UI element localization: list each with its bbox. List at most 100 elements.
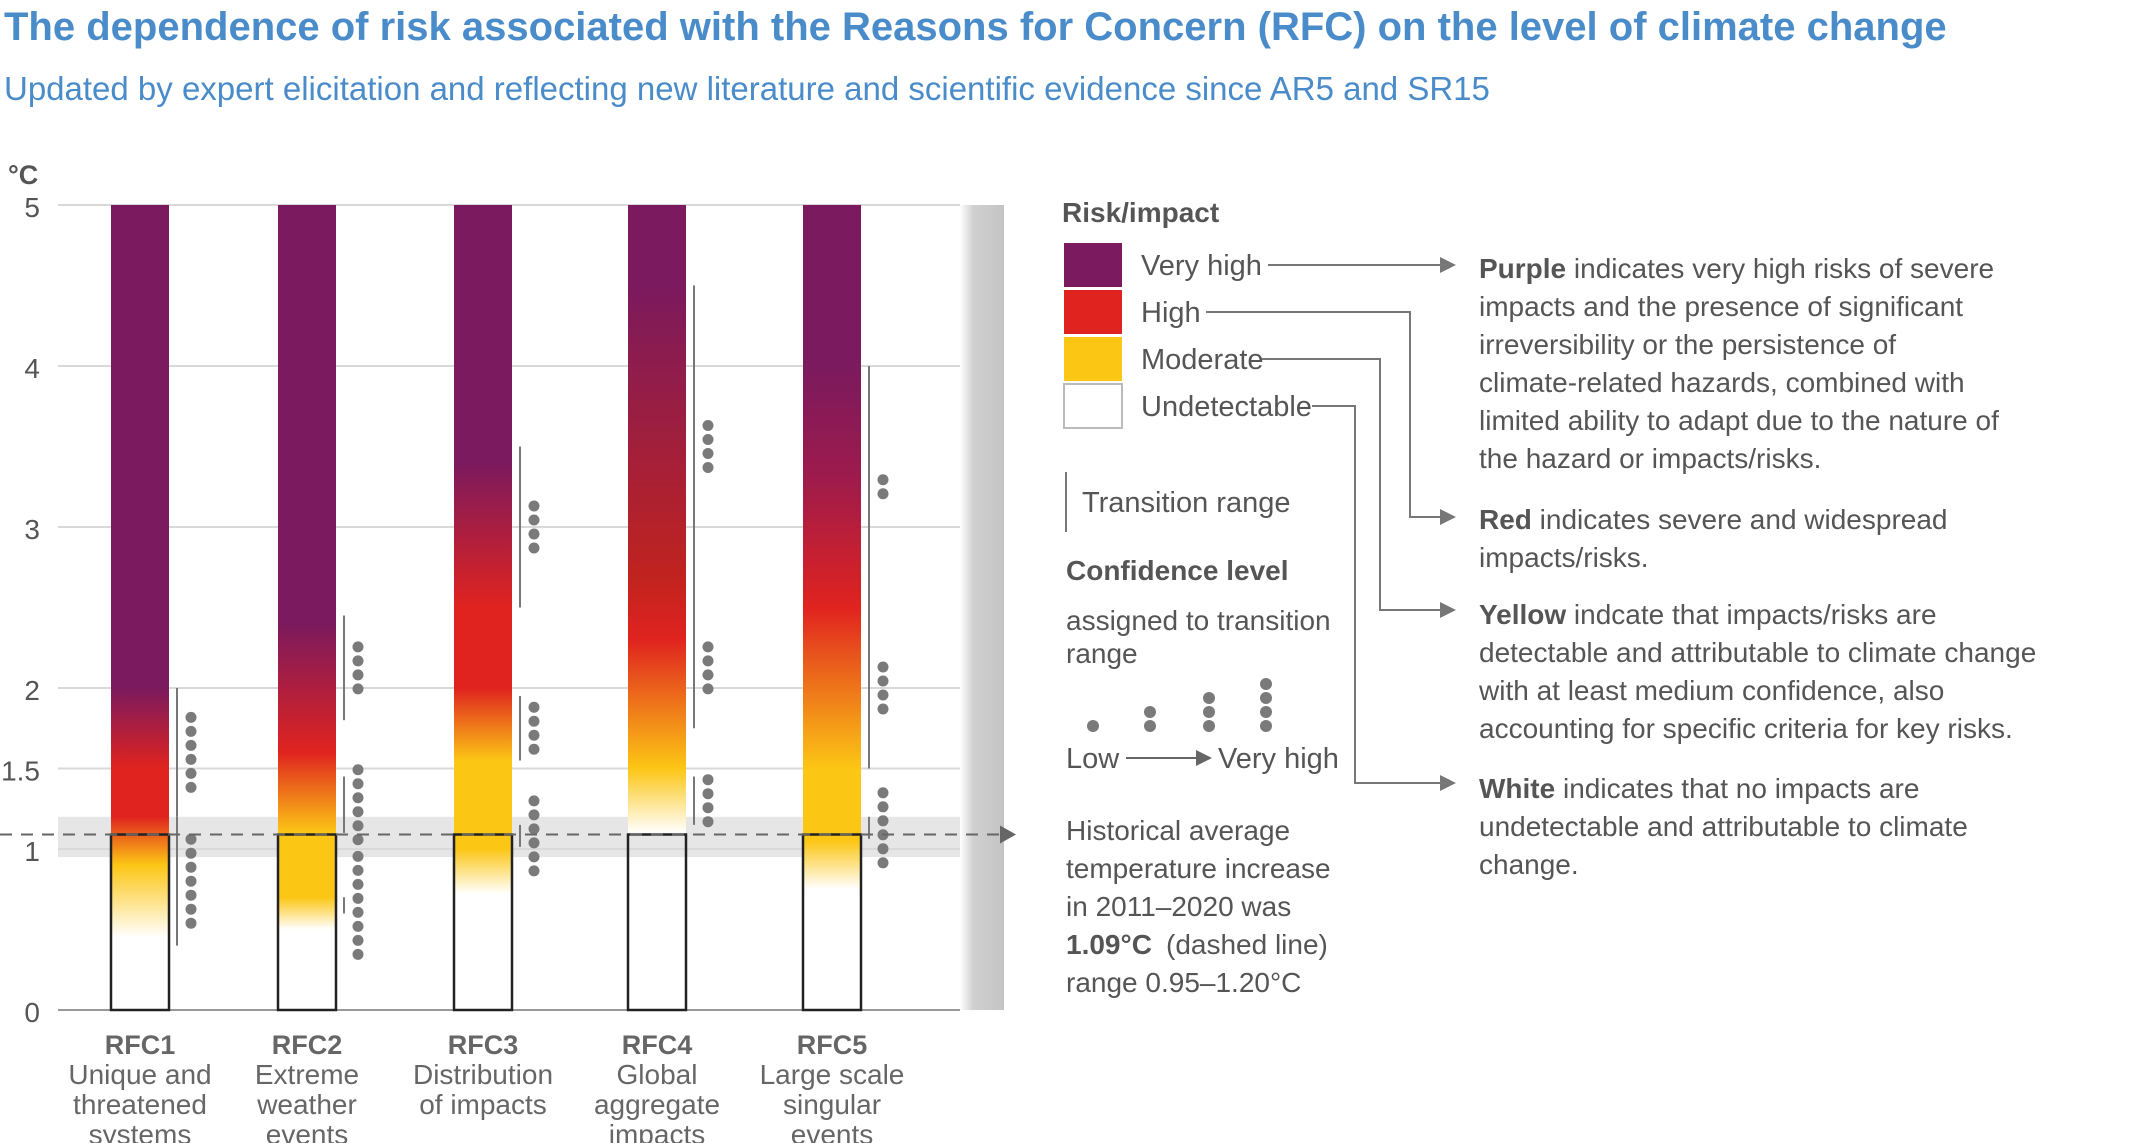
y-tick-label: 2	[24, 675, 40, 706]
confidence-dot	[185, 875, 197, 887]
confidence-sample-dot	[1087, 720, 1099, 732]
plot-edge-shadow	[960, 205, 1004, 1010]
rfc-description: weather	[256, 1089, 357, 1120]
rfc-description: Unique and	[68, 1059, 211, 1090]
legend-historical-text: in 2011–2020 was	[1066, 891, 1291, 922]
rfc-label: RFC4	[622, 1030, 693, 1060]
legend-level-label: Very high	[1141, 250, 1262, 282]
rfc-label: RFC1	[105, 1030, 176, 1060]
legend-level-label: High	[1141, 297, 1201, 329]
confidence-dot	[528, 795, 540, 807]
confidence-dot	[185, 753, 197, 765]
confidence-dot	[877, 488, 889, 500]
legend-swatch	[1063, 383, 1123, 429]
rfc-bar	[628, 205, 686, 833]
confidence-dot	[352, 834, 364, 846]
rfc-description: singular	[783, 1089, 881, 1120]
confidence-dot	[185, 725, 197, 737]
risk-description-text: indicates severe and widespread	[1532, 504, 1948, 535]
confidence-dot	[352, 764, 364, 776]
rfc-description: Extreme	[255, 1059, 359, 1090]
confidence-dot	[528, 514, 540, 526]
risk-description-line: with at least medium confidence, also	[1478, 675, 1944, 706]
confidence-sample-dot	[1144, 706, 1156, 718]
confidence-dot	[352, 792, 364, 804]
risk-description-text: indcate that impacts/risks are	[1566, 599, 1936, 630]
risk-description-line: climate-related hazards, combined with	[1479, 367, 1965, 398]
confidence-dot	[528, 701, 540, 713]
legend-confidence-sub: assigned to transition	[1066, 605, 1331, 636]
confidence-dot	[528, 715, 540, 727]
confidence-dot	[877, 815, 889, 827]
confidence-sample-dot	[1260, 678, 1272, 690]
confidence-dot	[702, 434, 714, 445]
legend-confidence-title: Confidence level	[1066, 555, 1289, 586]
chart-title: The dependence of risk associated with t…	[4, 5, 1947, 49]
confidence-dot	[528, 500, 540, 512]
confidence-dot	[877, 675, 889, 687]
confidence-dot	[185, 711, 197, 723]
legend-historical-text: Historical average	[1066, 815, 1290, 846]
confidence-dot	[185, 781, 197, 793]
risk-description-line: change.	[1479, 849, 1579, 880]
confidence-dot	[185, 847, 197, 859]
legend-arrow-head	[1440, 775, 1456, 791]
confidence-dot	[352, 934, 364, 946]
confidence-dot	[352, 669, 364, 681]
legend-connector	[1312, 405, 1440, 784]
confidence-dot	[185, 739, 197, 751]
rfc-bar-baseline-box	[109, 833, 171, 1012]
confidence-sample-dot	[1203, 692, 1215, 704]
legend-title: Risk/impact	[1062, 197, 1219, 228]
confidence-dot	[877, 474, 889, 486]
legend-historical-text: temperature increase	[1066, 853, 1331, 884]
legend-swatch	[1064, 243, 1122, 287]
confidence-dot	[877, 703, 889, 715]
legend-confidence-sub: range	[1066, 638, 1138, 669]
rfc-label: RFC5	[797, 1030, 868, 1060]
confidence-dot	[352, 878, 364, 890]
rfc-label: RFC3	[448, 1030, 519, 1060]
confidence-dot	[702, 669, 714, 681]
rfc-description: aggregate	[594, 1089, 720, 1120]
confidence-dot	[352, 906, 364, 918]
legend-historical-range: range 0.95–1.20°C	[1066, 967, 1301, 998]
risk-description-line: detectable and attributable to climate c…	[1479, 637, 2036, 668]
confidence-dot	[877, 857, 889, 869]
rfc-description: Large scale	[760, 1059, 905, 1090]
confidence-dot	[528, 743, 540, 755]
rfc-bar-baseline-box	[801, 833, 863, 1012]
confidence-arrow-head	[1196, 750, 1212, 766]
confidence-sample-dot	[1260, 706, 1272, 718]
confidence-dot	[528, 809, 540, 821]
rfc-description: events	[266, 1119, 349, 1143]
confidence-sample-dot	[1260, 720, 1272, 732]
confidence-dot	[528, 729, 540, 741]
confidence-dot	[702, 420, 714, 431]
confidence-dot	[877, 843, 889, 855]
legend-level-label: Moderate	[1141, 344, 1264, 376]
legend-historical-value: 1.09°C	[1066, 929, 1152, 960]
risk-color-name: Yellow	[1479, 599, 1566, 630]
rfc-description: systems	[89, 1119, 192, 1143]
risk-description-first-line: Red indicates severe and widespread	[1479, 504, 1948, 535]
confidence-sample-dot	[1144, 720, 1156, 732]
confidence-dot	[352, 820, 364, 832]
confidence-dot	[185, 861, 197, 873]
historical-arrow-head	[1000, 825, 1016, 844]
y-tick-label: 3	[24, 514, 40, 545]
y-tick-label: 0	[24, 997, 40, 1028]
legend-arrow-head	[1440, 602, 1456, 618]
risk-description-line: limited ability to adapt due to the natu…	[1479, 405, 1999, 436]
rfc-label: RFC2	[272, 1030, 343, 1060]
confidence-dot	[352, 948, 364, 960]
y-tick-label: 5	[24, 192, 40, 223]
y-tick-label: 1.5	[1, 756, 40, 787]
risk-descriptions: Purple indicates very high risks of seve…	[1478, 253, 2036, 880]
confidence-dot	[352, 641, 364, 653]
legend-arrow-head	[1440, 509, 1456, 525]
risk-description-line: undetectable and attributable to climate	[1479, 811, 1968, 842]
rfc-bar	[803, 205, 861, 890]
